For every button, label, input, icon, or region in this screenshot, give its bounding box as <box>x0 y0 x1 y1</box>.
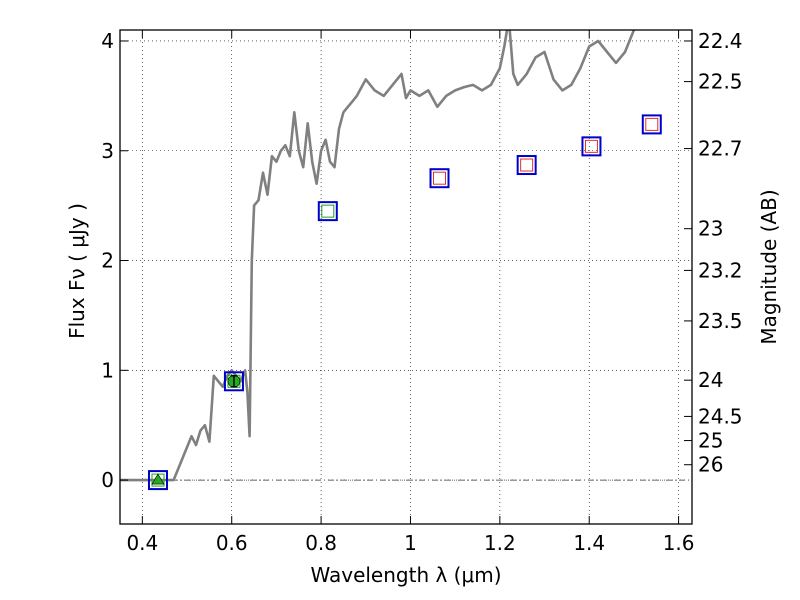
x-tick-label: 1.2 <box>484 531 516 555</box>
model-flux-box <box>516 155 537 176</box>
observed-flux-box <box>520 158 534 172</box>
x-tick-label: 0.6 <box>216 531 248 555</box>
right-tick-label: 22.5 <box>698 70 743 94</box>
right-tick-label: 22.7 <box>698 137 743 161</box>
observed-flux-box <box>645 117 659 131</box>
observed-flux-box <box>321 204 335 218</box>
right-tick-label: 24 <box>698 368 723 392</box>
right-tick-label: 22.4 <box>698 29 743 53</box>
model-flux-box <box>641 114 662 135</box>
right-tick-label: 23.2 <box>698 258 743 282</box>
upper-limit-marker <box>151 473 165 485</box>
photometry-points <box>147 114 662 491</box>
x-tick-label: 1.6 <box>663 531 695 555</box>
y-tick-label: 3 <box>101 139 114 163</box>
x-tick-label: 1 <box>404 531 417 555</box>
y-tick-label: 2 <box>101 249 114 273</box>
grid <box>120 30 692 524</box>
right-tick-label: 26 <box>698 453 723 477</box>
observed-flux-box <box>584 139 598 153</box>
model-flux-box <box>223 371 244 392</box>
model-spectrum <box>120 30 636 482</box>
y-tick-label: 4 <box>101 29 114 53</box>
x-tick-label: 0.8 <box>305 531 337 555</box>
model-spectrum-line <box>120 30 636 482</box>
right-tick-label: 24.5 <box>698 404 743 428</box>
model-flux-box <box>581 136 602 157</box>
plot-frame <box>119 29 693 525</box>
y-axis-title: Flux Fν ( μJy ) <box>65 203 89 339</box>
y-tick-label: 1 <box>101 358 114 382</box>
model-flux-box <box>429 168 450 189</box>
observed-flux-box <box>433 171 447 185</box>
right-axis-title: Magnitude (AB) <box>757 189 781 344</box>
right-tick-label: 23.5 <box>698 309 743 333</box>
y-tick-label: 0 <box>101 468 114 492</box>
model-flux-box <box>317 201 338 222</box>
x-tick-label: 0.4 <box>126 531 158 555</box>
x-axis-title: Wavelength λ (μm) <box>310 563 501 587</box>
right-tick-label: 23 <box>698 217 723 241</box>
right-tick-label: 25 <box>698 429 723 453</box>
model-flux-box <box>147 470 168 491</box>
x-tick-label: 1.4 <box>573 531 605 555</box>
